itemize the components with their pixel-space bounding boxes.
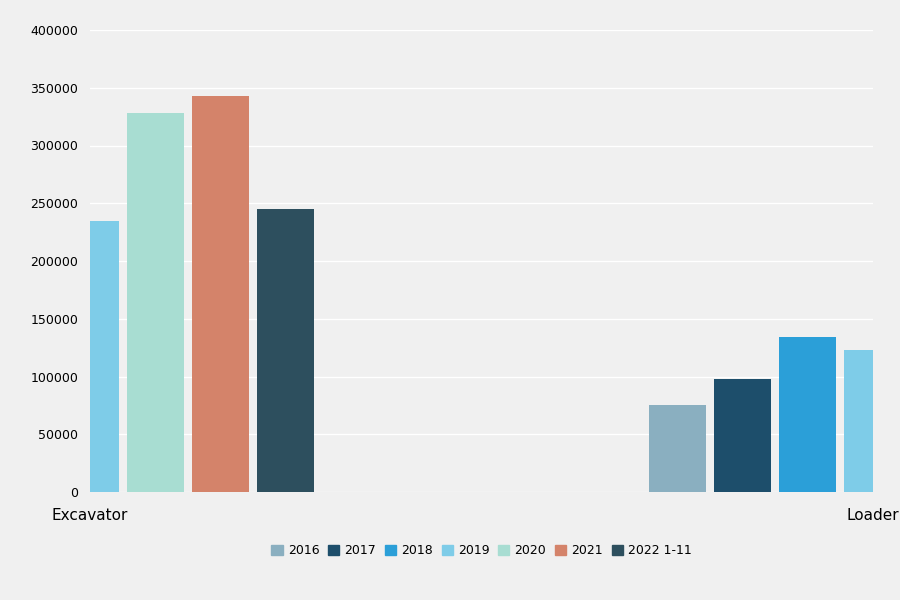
Bar [192,96,249,492]
Bar [257,209,314,492]
Bar [0,247,53,492]
Bar [714,379,771,492]
Legend: 2016, 2017, 2018, 2019, 2020, 2021, 2022 1-11: 2016, 2017, 2018, 2019, 2020, 2021, 2022… [272,544,691,557]
Bar [779,337,836,492]
Bar [649,406,706,492]
Bar [844,350,900,492]
Bar [61,221,119,492]
Bar [127,113,184,492]
